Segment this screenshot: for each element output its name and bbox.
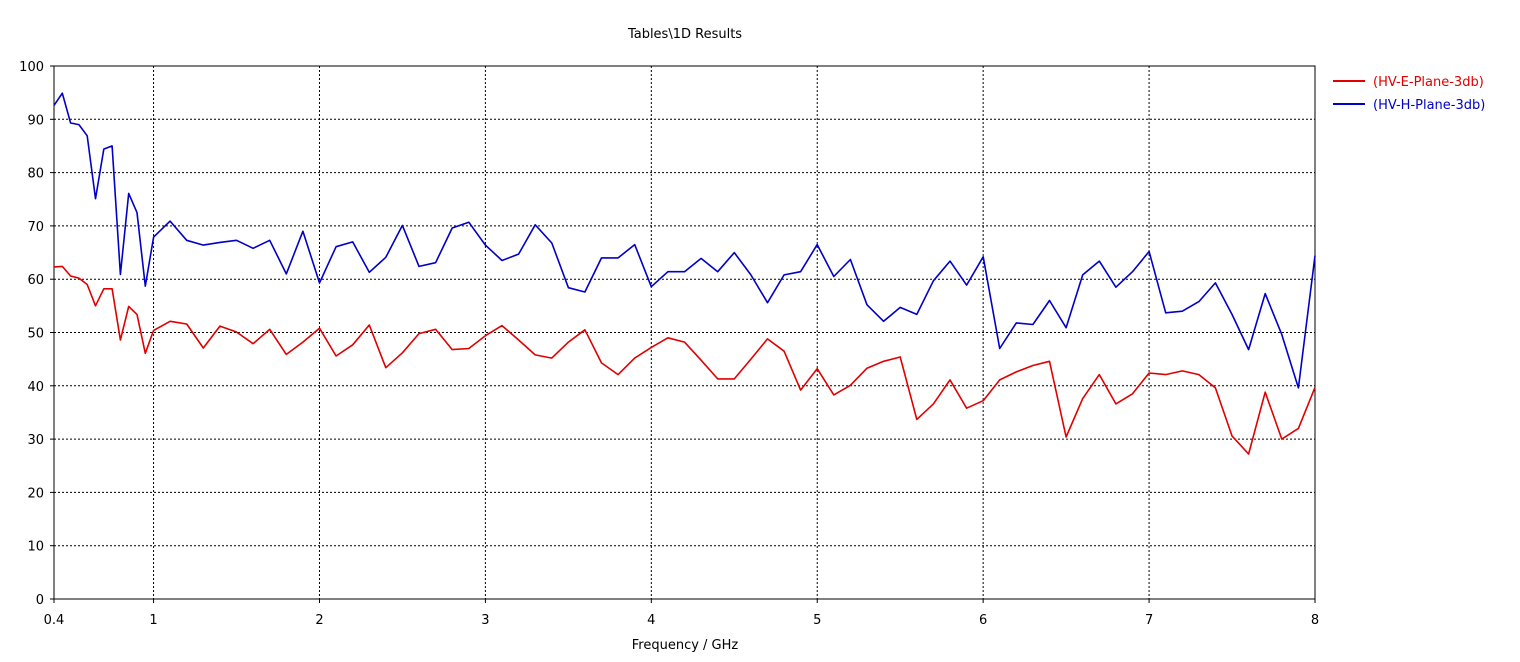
y-tick-label: 60: [27, 273, 44, 288]
y-tick-label: 0: [36, 593, 44, 608]
x-tick-label: 7: [1145, 613, 1153, 628]
y-tick-label: 80: [27, 167, 44, 182]
y-axis-ticks: 0 10 20 30 40 50 60 70 80 90 100: [19, 60, 54, 608]
x-tick-label: 0.4: [44, 613, 65, 628]
y-tick-label: 100: [19, 60, 44, 75]
x-tick-label: 8: [1311, 613, 1319, 628]
y-tick-label: 30: [27, 433, 44, 448]
legend: (HV-E-Plane-3db) (HV-H-Plane-3db): [1333, 75, 1485, 113]
x-tick-label: 4: [647, 613, 655, 628]
x-tick-label: 2: [315, 613, 323, 628]
legend-label: (HV-E-Plane-3db): [1373, 75, 1484, 90]
y-tick-label: 90: [27, 113, 44, 128]
x-axis-ticks: 0.4 1 2 3 4 5 6 7 8: [44, 599, 1319, 628]
series-line-hv-h-plane-3db: [53, 92, 1316, 389]
chart-title: Tables\1D Results: [627, 27, 742, 42]
series-lines: [53, 92, 1316, 455]
y-tick-label: 10: [27, 540, 44, 555]
x-axis-label: Frequency / GHz: [632, 638, 739, 653]
x-tick-label: 3: [481, 613, 489, 628]
series-line-hv-e-plane-3db: [53, 265, 1316, 455]
y-tick-label: 50: [27, 327, 44, 342]
legend-label: (HV-H-Plane-3db): [1373, 98, 1485, 113]
x-tick-label: 1: [149, 613, 157, 628]
y-tick-label: 20: [27, 486, 44, 501]
y-tick-label: 40: [27, 380, 44, 395]
y-tick-label: 70: [27, 220, 44, 235]
grid: [54, 66, 1315, 599]
x-tick-label: 5: [813, 613, 821, 628]
x-tick-label: 6: [979, 613, 987, 628]
